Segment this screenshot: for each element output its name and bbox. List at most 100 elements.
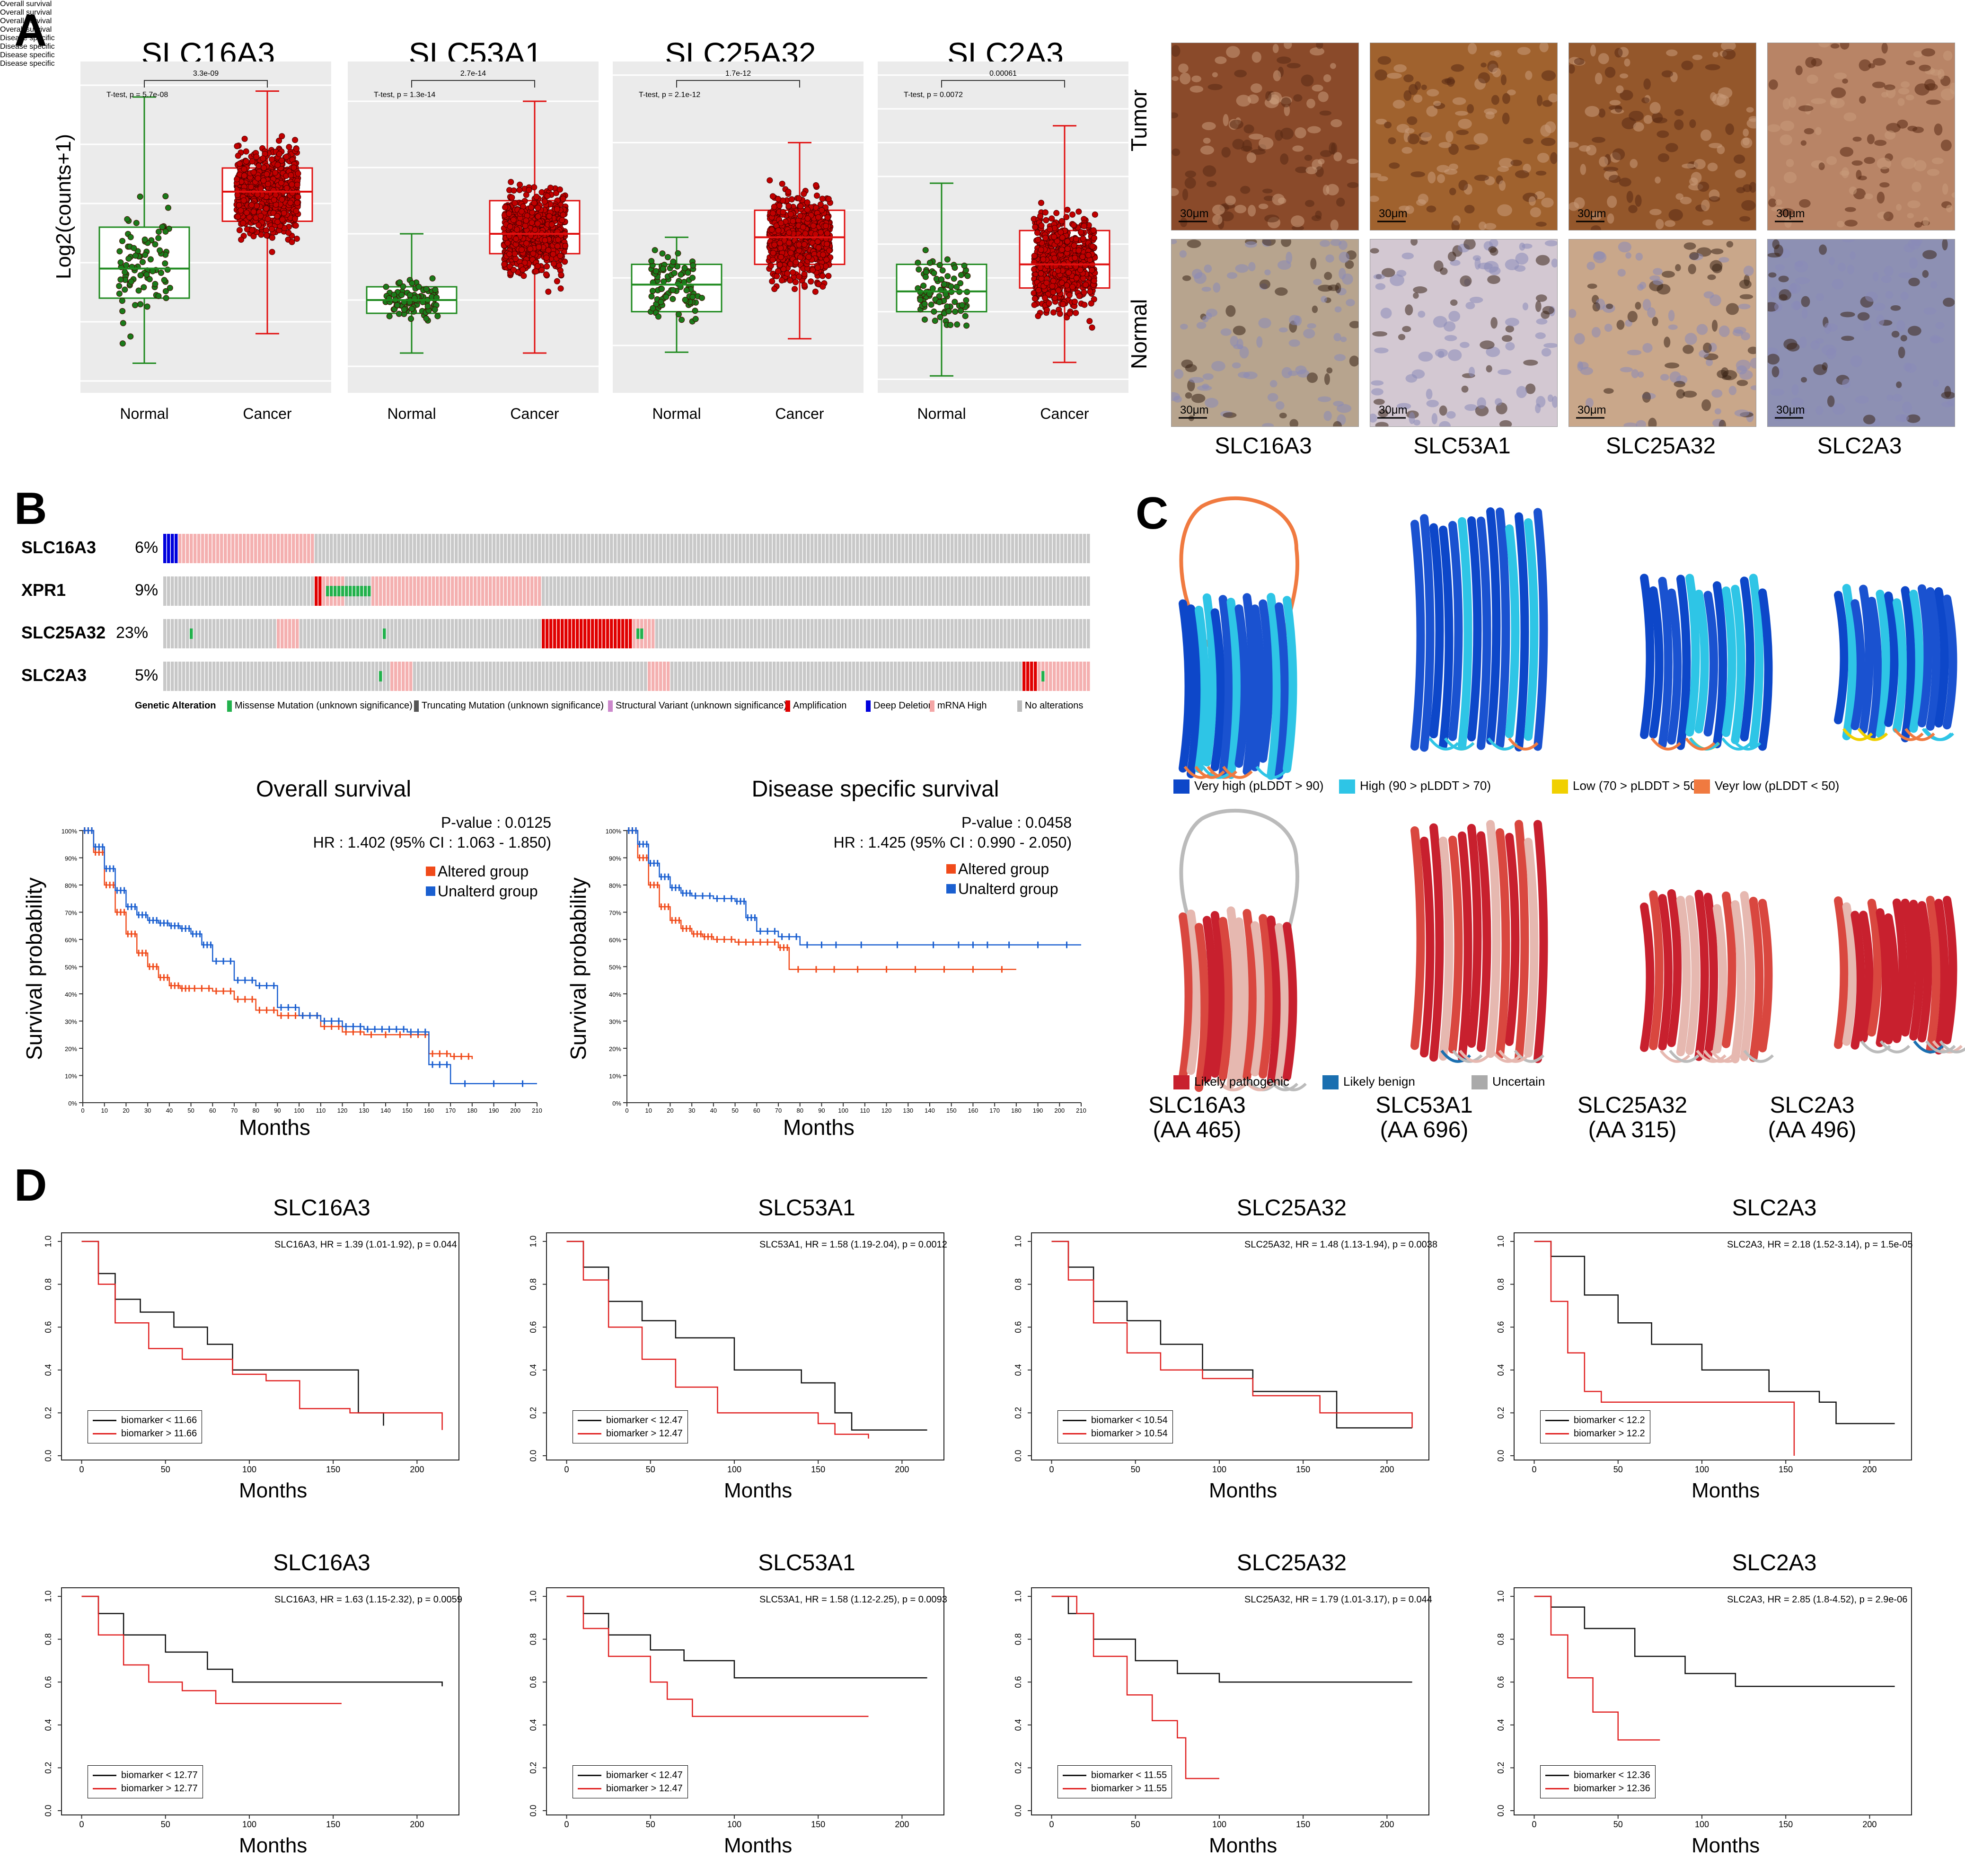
oncoprint-cell [576, 534, 579, 563]
data-point [915, 259, 921, 266]
cell-nucleus [1648, 417, 1657, 426]
bracket-pvalue: 2.7e-14 [460, 70, 486, 78]
oncoprint-cell [197, 619, 201, 648]
cell-nucleus [1930, 69, 1941, 76]
oncoprint-cell [583, 576, 587, 606]
oncoprint-cell [644, 534, 647, 563]
data-point [163, 295, 169, 301]
cell-nucleus [1522, 302, 1529, 310]
oncoprint-cell [247, 576, 250, 606]
oncoprint-cell [992, 619, 996, 648]
oncoprint-cell [659, 576, 662, 606]
oncoprint-cell [655, 576, 659, 606]
oncoprint-cell [515, 619, 519, 648]
data-point [535, 204, 541, 211]
oncoprint-cell [273, 619, 276, 648]
cell-nucleus [1544, 240, 1557, 247]
cell-nucleus [1722, 49, 1736, 60]
data-point [139, 259, 146, 265]
data-point [964, 273, 971, 279]
cell-nucleus [1265, 91, 1272, 101]
cell-nucleus [1230, 336, 1239, 347]
data-point [769, 257, 776, 263]
cell-nucleus [1543, 343, 1557, 348]
cell-nucleus [1739, 216, 1751, 222]
cell-nucleus [1264, 214, 1279, 223]
oncoprint-cell [235, 619, 238, 648]
data-point [511, 200, 518, 206]
data-point [119, 238, 126, 244]
oncoprint-cell [542, 619, 545, 648]
oncoprint-cell [402, 576, 405, 606]
data-point [523, 217, 529, 224]
data-point [947, 322, 954, 328]
data-point [1083, 282, 1089, 288]
cell-nucleus [1603, 167, 1619, 172]
cell-nucleus [1897, 98, 1905, 106]
oncoprint-cell [447, 534, 450, 563]
oncoprint-cell [879, 619, 882, 648]
data-point [961, 262, 968, 269]
cell-nucleus [1405, 374, 1418, 383]
cell-nucleus [1935, 322, 1945, 329]
cell-nucleus [1458, 118, 1472, 129]
oncoprint-cell [209, 662, 212, 691]
oncoprint-cell [515, 534, 519, 563]
data-point [1055, 267, 1061, 274]
oncoprint-cell [402, 534, 405, 563]
data-point [787, 211, 794, 218]
oncoprint-cell [474, 576, 477, 606]
oncoprint-cell [913, 619, 916, 648]
oncoprint-cell [220, 576, 223, 606]
oncoprint-cell [167, 534, 170, 563]
cell-nucleus [1517, 47, 1531, 55]
oncoprint-cell [405, 534, 409, 563]
oncoprint-cell [447, 576, 450, 606]
cell-nucleus [1226, 46, 1240, 58]
oncoprint-cell [1087, 576, 1090, 606]
data-point [250, 209, 257, 215]
cell-nucleus [1286, 251, 1293, 264]
oncoprint-cell [175, 662, 178, 691]
oncoprint-cell [269, 619, 273, 648]
oncoprint-cell [167, 576, 170, 606]
data-point [291, 164, 297, 171]
cell-nucleus [1907, 326, 1921, 336]
cell-nucleus [1246, 152, 1256, 163]
oncoprint-cell [985, 619, 988, 648]
oncoprint-cell [538, 619, 541, 648]
cell-nucleus [1426, 106, 1438, 117]
cell-nucleus [1439, 405, 1447, 416]
oncoprint-cell [814, 619, 818, 648]
cell-nucleus [1467, 104, 1474, 114]
oncoprint-cell [481, 576, 485, 606]
data-point [775, 227, 782, 234]
data-point [793, 259, 799, 265]
data-point [256, 222, 262, 229]
data-point [235, 152, 241, 159]
oncoprint-cell [239, 576, 242, 606]
oncoprint-cell [916, 576, 920, 606]
data-point [698, 294, 705, 301]
oncoprint-cell [769, 576, 772, 606]
oncoprint-cell [235, 662, 238, 691]
cell-nucleus [1323, 411, 1332, 421]
oncoprint-cell [288, 534, 291, 563]
oncoprint-cell [939, 619, 943, 648]
oncoprint-cell [197, 576, 201, 606]
oncoprint-cell [409, 534, 413, 563]
data-point [292, 137, 299, 143]
cell-nucleus [1498, 369, 1512, 375]
cell-nucleus [1884, 130, 1896, 140]
oncoprint-cell [894, 534, 897, 563]
cell-nucleus [1914, 160, 1927, 172]
cell-nucleus [1181, 359, 1193, 368]
oncoprint-cell [194, 576, 197, 606]
cell-nucleus [1626, 191, 1633, 203]
panel-label-b: B [14, 483, 47, 534]
oncoprint-cell [247, 662, 250, 691]
data-point [797, 254, 804, 261]
oncoprint-cell [852, 534, 855, 563]
data-point [548, 221, 555, 228]
oncoprint-cell [583, 534, 587, 563]
